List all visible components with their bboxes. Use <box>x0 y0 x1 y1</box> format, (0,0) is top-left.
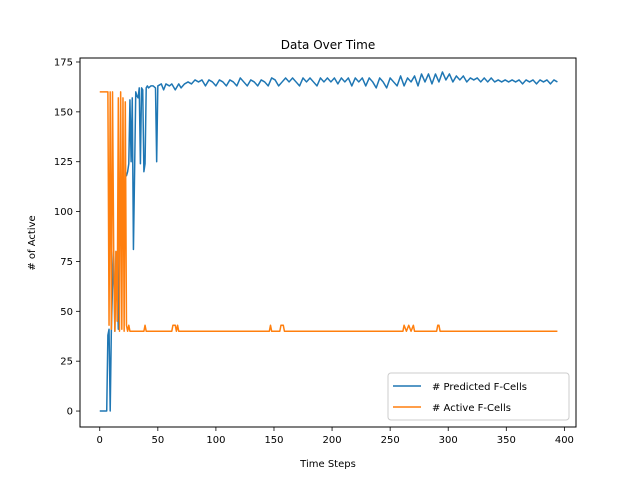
x-tick-label: 300 <box>439 435 458 446</box>
y-tick-label: 100 <box>54 207 73 218</box>
x-tick-label: 150 <box>264 435 283 446</box>
legend: # Predicted F-Cells # Active F-Cells <box>387 372 570 421</box>
y-tick-label: 175 <box>54 57 73 68</box>
x-tick-label: 100 <box>206 435 225 446</box>
plot-area-frame <box>79 57 577 428</box>
x-tick-label: 350 <box>497 435 516 446</box>
axis-ticks-group: 0 50 100 150 200 250 300 350 400 0 25 50 75 100 125 150… <box>54 57 574 446</box>
chart-title: Data Over Time <box>281 38 376 52</box>
y-tick-label: 50 <box>60 307 73 318</box>
series-line-active-f-cells <box>99 91 558 333</box>
series-line-predicted-f-cells <box>99 71 558 412</box>
x-axis-label: Time Steps <box>299 459 356 470</box>
y-tick-label: 150 <box>54 107 73 118</box>
x-tick-label: 0 <box>97 435 103 446</box>
y-axis-label: # of Active <box>27 215 38 270</box>
y-tick-label: 0 <box>67 407 73 418</box>
legend-box <box>387 372 570 421</box>
x-tick-label: 50 <box>151 435 164 446</box>
y-tick-label: 75 <box>60 257 73 268</box>
y-tick-label: 125 <box>54 157 73 168</box>
legend-label-predicted: # Predicted F-Cells <box>432 382 527 393</box>
x-tick-label: 250 <box>381 435 400 446</box>
legend-label-active: # Active F-Cells <box>432 403 511 414</box>
x-tick-label: 400 <box>555 435 574 446</box>
plot-series-group <box>99 71 558 412</box>
x-tick-label: 200 <box>323 435 342 446</box>
y-tick-label: 25 <box>60 357 73 368</box>
